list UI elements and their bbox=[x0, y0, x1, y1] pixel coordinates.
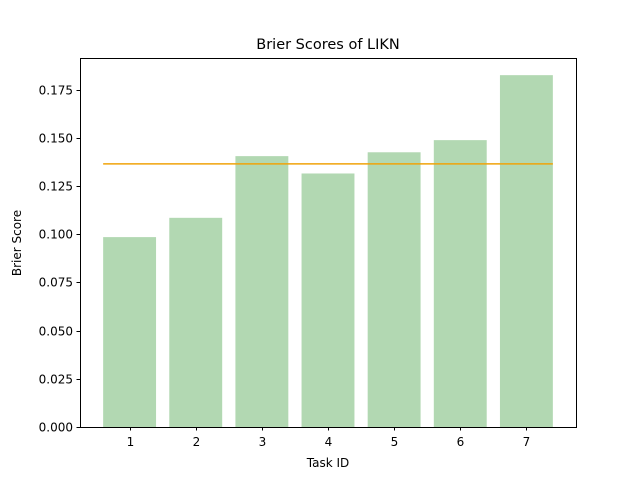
bar-task-4 bbox=[301, 173, 355, 427]
bar-task-3 bbox=[235, 156, 289, 427]
bar-task-7 bbox=[499, 75, 553, 427]
x-tick-label: 4 bbox=[325, 435, 333, 449]
y-axis: 0.000 0.025 0.050 0.075 0.100 0.125 0.150 0.175 bbox=[39, 84, 80, 435]
bars bbox=[103, 75, 553, 427]
y-tick-label: 0.050 bbox=[39, 325, 73, 339]
y-tick-label: 0.125 bbox=[39, 180, 73, 194]
x-tick-label: 7 bbox=[523, 435, 531, 449]
x-axis-label: Task ID bbox=[306, 456, 350, 470]
bar-task-1 bbox=[103, 237, 157, 427]
x-tick-label: 1 bbox=[127, 435, 135, 449]
bar-task-5 bbox=[367, 152, 421, 427]
x-tick-label: 6 bbox=[457, 435, 465, 449]
y-tick-label: 0.025 bbox=[39, 373, 73, 387]
x-tick-label: 5 bbox=[391, 435, 399, 449]
y-tick-label: 0.100 bbox=[39, 228, 73, 242]
chart-title: Brier Scores of LIKN bbox=[256, 37, 400, 53]
x-axis: 1 2 3 4 5 6 7 bbox=[127, 427, 531, 449]
y-axis-label: Brier Score bbox=[10, 210, 24, 276]
x-tick-label: 2 bbox=[193, 435, 201, 449]
y-tick-label: 0.150 bbox=[39, 132, 73, 146]
y-tick-label: 0.175 bbox=[39, 84, 73, 98]
bar-task-6 bbox=[433, 140, 487, 427]
bar-task-2 bbox=[169, 217, 223, 427]
y-tick-label: 0.000 bbox=[39, 421, 73, 435]
y-tick-label: 0.075 bbox=[39, 276, 73, 290]
x-tick-label: 3 bbox=[259, 435, 267, 449]
